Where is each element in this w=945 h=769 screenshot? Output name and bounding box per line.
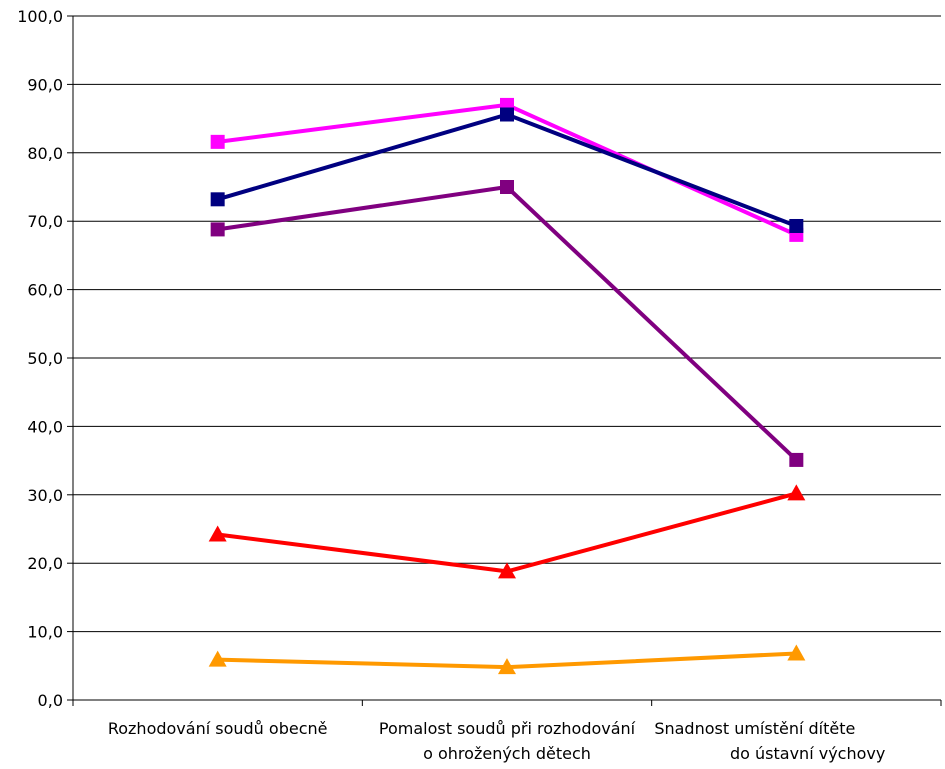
y-tick-label: 90,0 xyxy=(27,75,63,94)
x-category-label-line: Rozhodování soudů obecně xyxy=(108,719,328,738)
data-point-square xyxy=(210,192,225,207)
y-tick-label: 80,0 xyxy=(27,144,63,163)
x-category-label-line: o ohrožených dětech xyxy=(423,744,591,763)
series-line xyxy=(217,491,797,574)
data-point-triangle xyxy=(787,644,806,661)
data-point-triangle xyxy=(498,562,516,579)
data-point-square xyxy=(789,218,804,233)
series-2 xyxy=(210,107,804,233)
series-layer xyxy=(208,97,806,675)
series-line xyxy=(217,185,798,462)
series-3 xyxy=(210,180,804,467)
data-point-triangle xyxy=(208,525,227,542)
x-category-label: Rozhodování soudů obecně xyxy=(108,719,328,738)
y-tick-label: 50,0 xyxy=(27,349,63,368)
x-category-label-line: do ústavní výchovy xyxy=(730,744,885,763)
data-point-triangle xyxy=(208,650,227,667)
x-category-label: Snadnost umístění dítěte do ústavní výcho… xyxy=(654,719,885,763)
y-axis-ticks: 0,0 10,0 20,0 30,0 40,0 50,0 60,0 70,0 80,0 90,0 1… xyxy=(17,7,73,710)
x-axis-categories: Rozhodování soudů obecně Pomalost soudů p… xyxy=(108,719,885,763)
y-tick-label: 20,0 xyxy=(27,554,63,573)
data-point-square xyxy=(210,222,225,237)
y-tick-label: 100,0 xyxy=(17,7,63,26)
y-tick-label: 0,0 xyxy=(38,691,63,710)
data-point-triangle xyxy=(498,658,516,675)
gridlines xyxy=(73,15,941,633)
data-point-triangle xyxy=(787,484,806,501)
x-category-label-line: Snadnost umístění dítěte xyxy=(654,719,855,738)
y-tick-label: 60,0 xyxy=(27,281,63,300)
series-4 xyxy=(208,484,806,579)
y-tick-label: 40,0 xyxy=(27,417,63,436)
y-tick-label: 70,0 xyxy=(27,212,63,231)
data-point-square xyxy=(500,107,514,122)
data-point-square xyxy=(210,134,225,149)
data-point-square xyxy=(500,180,514,194)
x-category-label-line: Pomalost soudů při rozhodování xyxy=(379,719,636,738)
data-point-square xyxy=(789,452,804,467)
y-tick-label: 10,0 xyxy=(27,623,63,642)
x-category-label: Pomalost soudů při rozhodování o ohrožený… xyxy=(379,719,636,763)
y-tick-label: 30,0 xyxy=(27,486,63,505)
series-5 xyxy=(208,644,806,675)
